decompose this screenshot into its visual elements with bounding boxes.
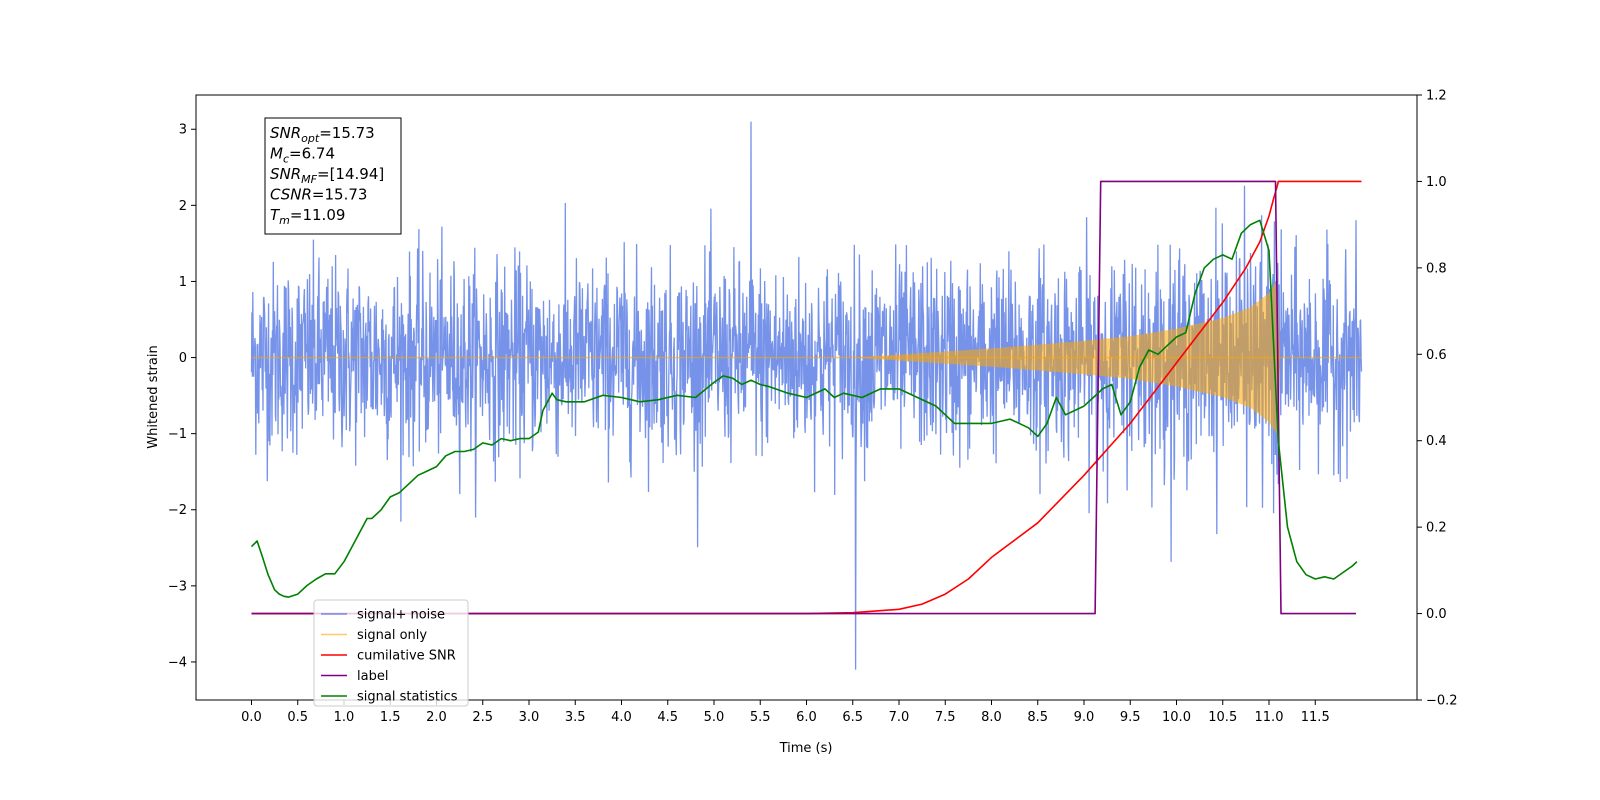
x-tick-label: 6.5 [842, 710, 863, 725]
y-axis-left: −4 −3 −2 −1 0 1 2 3 [168, 123, 196, 670]
legend-entry: signal only [357, 628, 427, 643]
legend-entry: signal+ noise [357, 608, 445, 623]
x-tick-label: 1.0 [334, 710, 355, 725]
x-tick-label: 3.0 [519, 710, 540, 725]
y2-tick-label: 0.2 [1426, 521, 1447, 536]
x-tick-label: 4.5 [657, 710, 678, 725]
x-tick-label: 0.0 [241, 710, 262, 725]
legend-entry: signal statistics [357, 690, 458, 705]
stats-line: SNRopt=15.73 [270, 124, 375, 145]
stats-annotation: SNRopt=15.73Mc=6.74SNRMF=[14.94]CSNR=15.… [264, 117, 402, 235]
x-tick-label: 10.0 [1162, 710, 1191, 725]
legend-entry: cumilative SNR [357, 649, 456, 664]
x-tick-label: 2.0 [426, 710, 447, 725]
stats-line: Tm=11.09 [270, 206, 345, 227]
y-tick-label: −3 [168, 579, 187, 594]
stats-line: Mc=6.74 [270, 145, 335, 166]
x-axis-label: Time (s) [779, 741, 833, 756]
x-tick-label: 5.5 [750, 710, 771, 725]
series-cumulative-snr [251, 180, 1362, 615]
series-label [251, 180, 1356, 615]
x-axis: 0.0 0.5 1.0 1.5 2.0 2.5 3.0 3.5 4.0 4.5 5.0 5.5 6.0 6… [241, 700, 1330, 725]
x-tick-label: 3.5 [565, 710, 586, 725]
x-tick-label: 7.5 [935, 710, 956, 725]
y2-tick-label: −0.2 [1426, 694, 1458, 709]
y2-tick-label: 1.0 [1426, 175, 1447, 190]
y-tick-label: 0 [179, 351, 187, 366]
plot-area [250, 121, 1363, 670]
y2-tick-label: 1.2 [1426, 89, 1447, 104]
x-tick-label: 8.5 [1027, 710, 1048, 725]
legend: signal+ noise signal only cumilative SNR la… [313, 599, 469, 707]
y2-tick-label: 0.8 [1426, 261, 1447, 276]
series-signal-statistics [250, 219, 1358, 598]
y-tick-label: −4 [168, 655, 187, 670]
stats-line: CSNR=15.73 [270, 186, 367, 204]
y2-tick-label: 0.6 [1426, 348, 1447, 363]
x-tick-label: 0.5 [287, 710, 308, 725]
y-tick-label: 1 [179, 275, 187, 290]
legend-box [313, 599, 469, 707]
x-tick-label: 11.5 [1301, 710, 1330, 725]
series-signal-noise [250, 121, 1363, 670]
x-tick-label: 2.5 [472, 710, 493, 725]
y-tick-label: −2 [168, 503, 187, 518]
y2-tick-label: 0.4 [1426, 434, 1447, 449]
y-tick-label: −1 [168, 427, 187, 442]
stats-line: SNRMF=[14.94] [270, 165, 384, 186]
x-tick-label: 10.5 [1208, 710, 1237, 725]
x-tick-label: 5.0 [704, 710, 725, 725]
stats-annotation-box [264, 117, 402, 235]
y-tick-label: 2 [179, 199, 187, 214]
y-axis-label: Whitened strain [146, 345, 161, 448]
x-tick-label: 8.0 [981, 710, 1002, 725]
x-tick-label: 4.0 [611, 710, 632, 725]
x-tick-label: 1.5 [380, 710, 401, 725]
x-tick-label: 9.0 [1074, 710, 1095, 725]
x-tick-label: 11.0 [1255, 710, 1284, 725]
y-tick-label: 3 [179, 123, 187, 138]
y-axis-right: −0.2 0.0 0.2 0.4 0.6 0.8 1.0 1.2 [1417, 89, 1458, 709]
x-tick-label: 6.0 [796, 710, 817, 725]
y2-tick-label: 0.0 [1426, 607, 1447, 622]
legend-entry: label [357, 669, 388, 684]
x-tick-label: 9.5 [1120, 710, 1141, 725]
x-tick-label: 7.0 [889, 710, 910, 725]
